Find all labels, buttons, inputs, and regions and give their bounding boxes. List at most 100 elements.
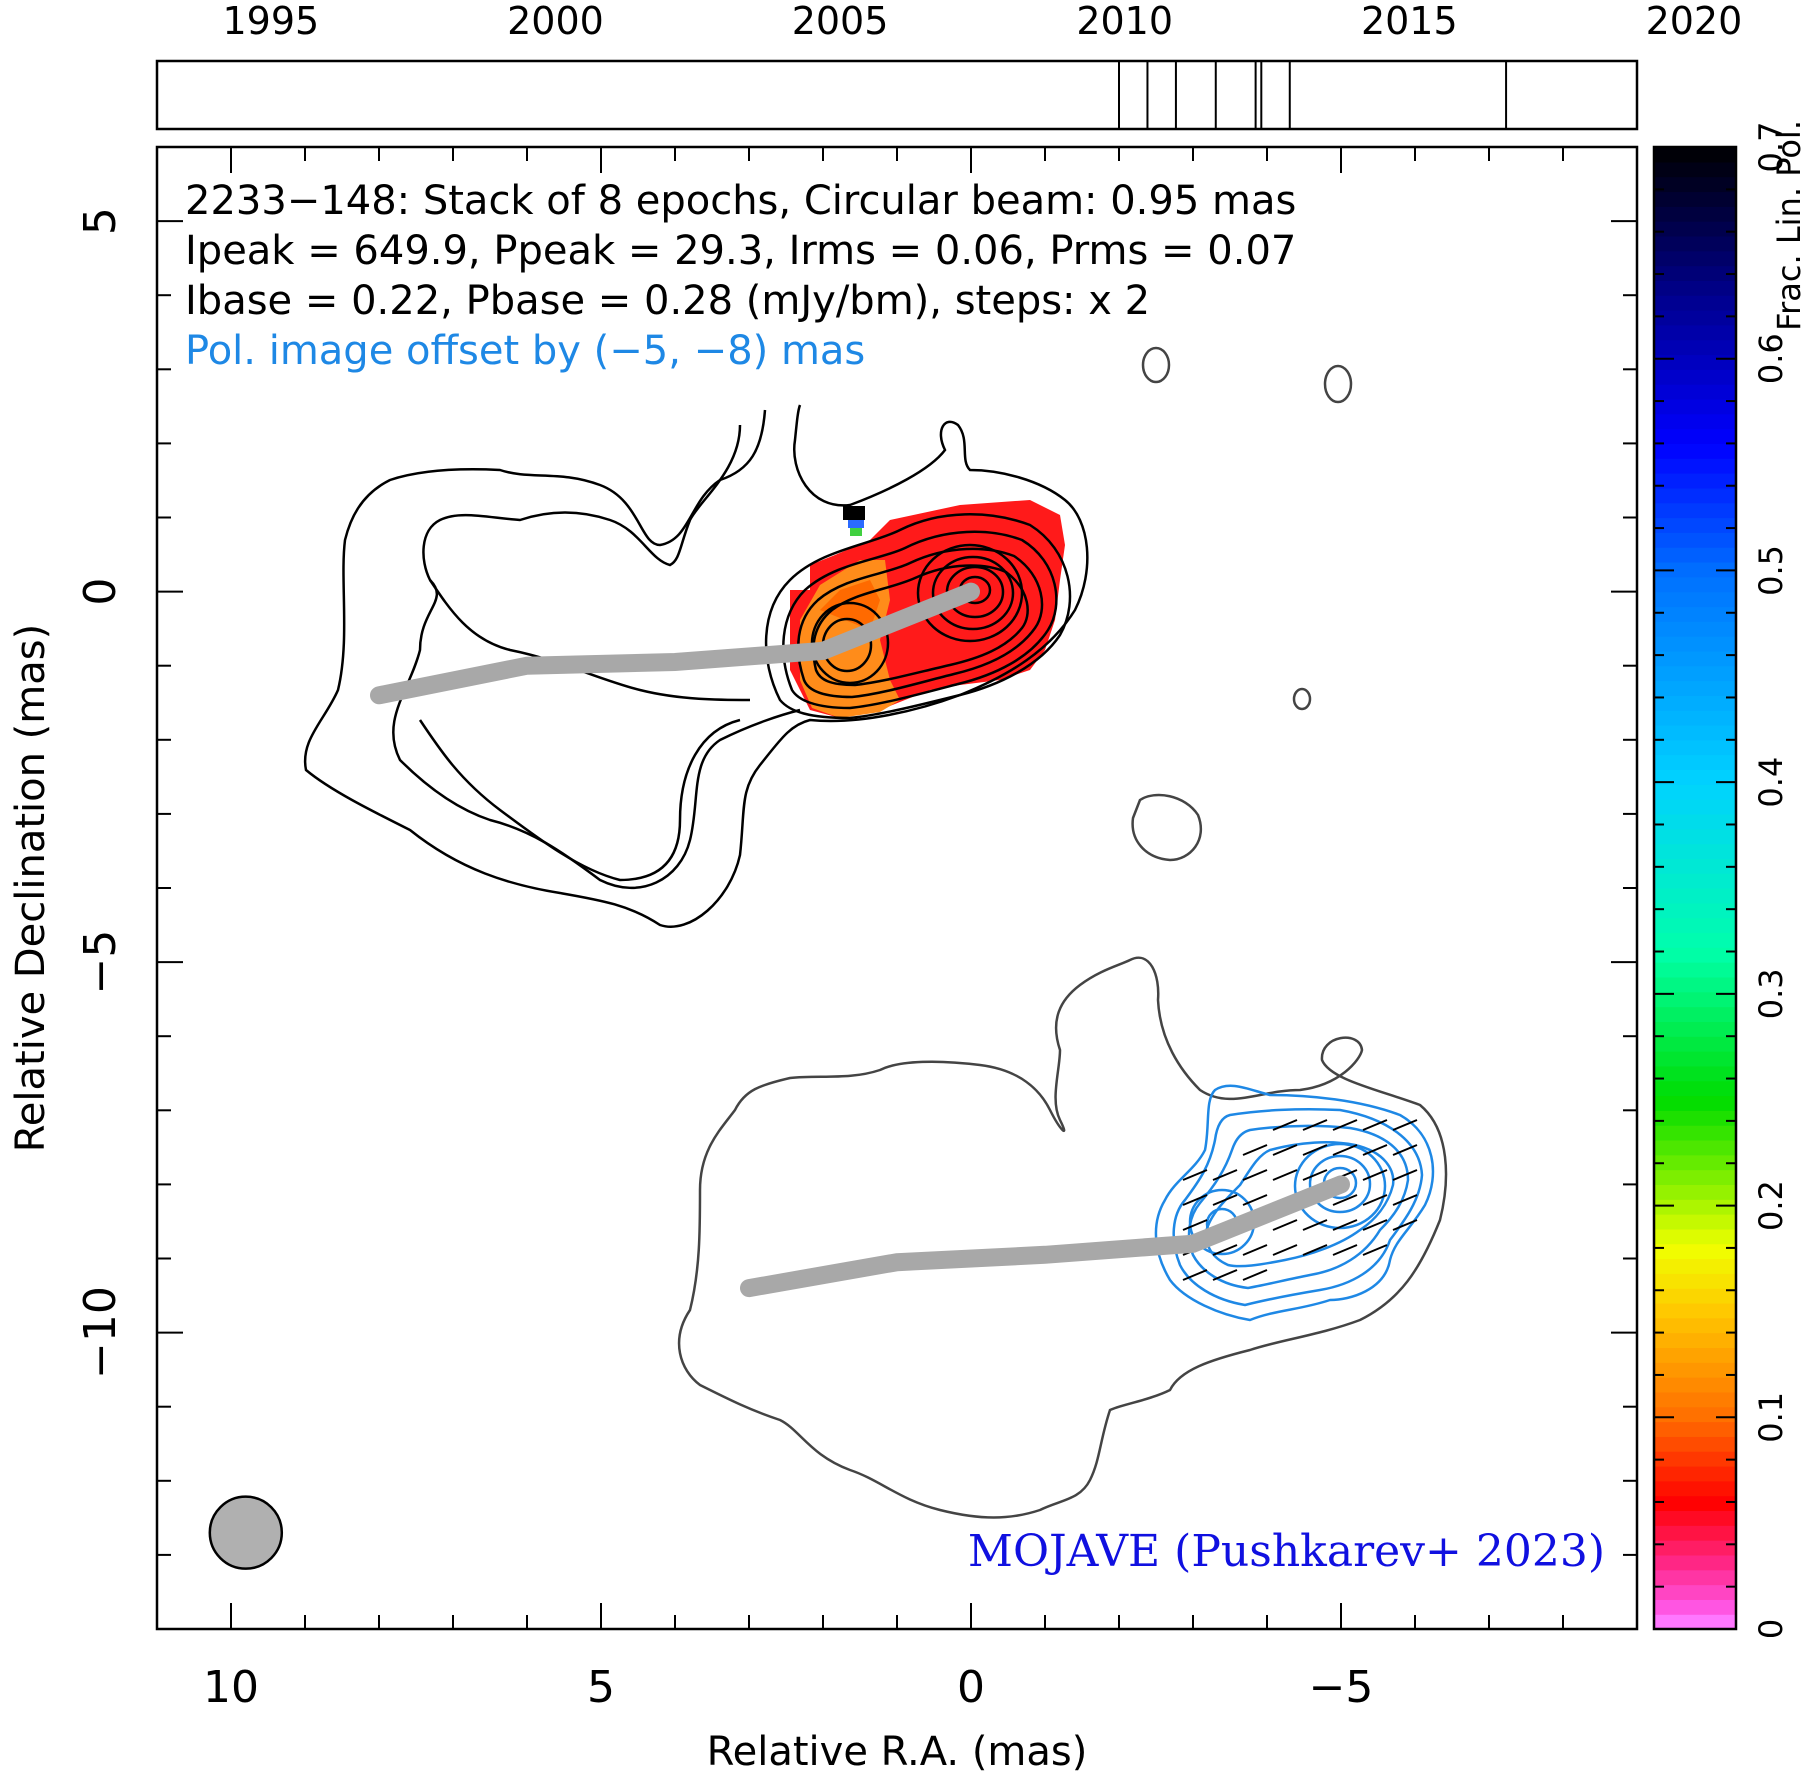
annotation-line-3: Ibase = 0.22, Pbase = 0.28 (mJy/bm), ste…: [185, 278, 1150, 324]
colorbar-cell: [1654, 1228, 1736, 1245]
colorbar-tick-label: 0.6: [1752, 333, 1790, 384]
beam-circle: [208, 1495, 284, 1570]
evpa-tick: [1272, 1169, 1298, 1181]
x-tick-label: 5: [587, 1662, 615, 1713]
colorbar-cell: [1654, 650, 1736, 667]
frac-pol-blue-pixel: [848, 520, 864, 528]
colorbar-cell: [1654, 1051, 1736, 1067]
colorbar-cell: [1654, 547, 1736, 563]
evpa-tick: [1332, 1144, 1358, 1156]
colorbar-cell: [1654, 621, 1736, 637]
colorbar-cell: [1654, 724, 1736, 741]
pol-outline-contour: [677, 956, 1448, 1519]
colorbar-cell: [1654, 695, 1736, 711]
colorbar-label: Frac. Lin. Pol.: [1770, 120, 1808, 331]
colorbar-tick-label: 0.4: [1752, 757, 1790, 808]
evpa-tick: [1302, 1144, 1328, 1156]
evpa-tick: [1212, 1269, 1238, 1281]
colorbar-cell: [1654, 1377, 1736, 1393]
colorbar-cell: [1654, 1036, 1736, 1052]
epoch-tick-label: 2020: [1646, 0, 1743, 43]
colorbar-cell: [1654, 1362, 1736, 1378]
evpa-tick: [1242, 1194, 1268, 1206]
pol-contour-2: [1172, 1107, 1424, 1307]
colorbar-cell: [1654, 250, 1736, 267]
colorbar-cell: [1654, 1258, 1736, 1274]
colorbar-cell: [1654, 1391, 1736, 1408]
colorbar-tick-label: 0.5: [1752, 545, 1790, 596]
map-panel: 2233−148: Stack of 8 epochs, Circular be…: [8, 145, 1639, 1775]
evpa-tick: [1362, 1244, 1388, 1256]
colorbar-cell: [1654, 458, 1736, 474]
x-tick-label: −5: [1309, 1662, 1374, 1713]
colorbar-cell: [1654, 1095, 1736, 1111]
evpa-tick: [1242, 1169, 1268, 1181]
evpa-tick: [1362, 1169, 1388, 1181]
map-ticks: [157, 147, 1637, 1629]
colorbar-cell: [1654, 280, 1736, 296]
colorbar-cell: [1654, 932, 1736, 948]
colorbar-cell: [1654, 1406, 1736, 1423]
colorbar-cell: [1654, 517, 1736, 533]
noise-contour-2: [1323, 364, 1353, 404]
colorbar-cell: [1654, 606, 1736, 622]
evpa-tick: [1362, 1194, 1388, 1206]
colorbar-tick-label: 0.2: [1752, 1180, 1790, 1231]
colorbar-cell: [1654, 1614, 1736, 1630]
colorbar-cell: [1654, 1184, 1736, 1200]
colorbar-cell: [1654, 161, 1736, 178]
colorbar-cell: [1654, 1540, 1736, 1556]
colorbar-cell: [1654, 1465, 1736, 1482]
evpa-tick: [1362, 1219, 1388, 1231]
colorbar-cell: [1654, 1480, 1736, 1497]
epoch-tick-label: 1995: [222, 0, 319, 43]
colorbar-cell: [1654, 1288, 1736, 1304]
colorbar-cell: [1654, 1139, 1736, 1156]
evpa-tick: [1242, 1244, 1268, 1256]
credit-label: MOJAVE (Pushkarev+ 2023): [968, 1526, 1605, 1577]
evpa-tick: [1332, 1219, 1358, 1231]
colorbar-cell: [1654, 1347, 1736, 1363]
evpa-tick: [1182, 1219, 1208, 1231]
x-tick-labels: 10 5 0 −5: [203, 1662, 1373, 1713]
evpa-tick: [1302, 1119, 1328, 1131]
colorbar-ticks: 0 0.1 0.2 0.3 0.4 0.5 0.6 0.7: [1654, 122, 1790, 1639]
jet-ridge-line: [370, 582, 980, 705]
epoch-tick-label: 2010: [1076, 0, 1173, 43]
colorbar-cell: [1654, 324, 1736, 341]
evpa-tick: [1302, 1169, 1328, 1181]
colorbar-cell: [1654, 1065, 1736, 1082]
colorbar-cell: [1654, 1154, 1736, 1171]
contour-inner-2: [782, 530, 1058, 710]
colorbar-cell: [1654, 843, 1736, 859]
colorbar-cell: [1654, 1317, 1736, 1334]
evpa-tick: [1182, 1269, 1208, 1281]
evpa-tick: [1362, 1119, 1388, 1131]
colorbar-cell: [1654, 991, 1736, 1008]
evpa-tick: [1332, 1244, 1358, 1256]
colorbar-cell: [1654, 1199, 1736, 1215]
evpa-tick: [1182, 1194, 1208, 1206]
colorbar-cell: [1654, 339, 1736, 356]
epoch-tick-label: 2000: [507, 0, 604, 43]
x-tick-label: 0: [957, 1662, 985, 1713]
epoch-tick-labels: 1995 2000 2005 2010 2015 2020: [222, 0, 1742, 43]
colorbar-cell: [1654, 1510, 1736, 1526]
colorbar-cell: [1654, 413, 1736, 430]
colorbar-cell: [1654, 428, 1736, 444]
evpa-tick: [1272, 1144, 1298, 1156]
epoch-markers: [1118, 61, 1508, 129]
colorbar-cell: [1654, 1436, 1736, 1452]
colorbar-cell: [1654, 235, 1736, 252]
evpa-tick: [1272, 1219, 1298, 1231]
colorbar-cell: [1654, 532, 1736, 548]
colorbar-cell: [1654, 487, 1736, 504]
colorbar-cell: [1654, 710, 1736, 726]
colorbar-cell: [1654, 295, 1736, 311]
colorbar-cell: [1654, 206, 1736, 222]
polarization-image: [677, 956, 1448, 1519]
colorbar-cell: [1654, 739, 1736, 756]
colorbar-cell: [1654, 784, 1736, 800]
colorbar-cell: [1654, 398, 1736, 415]
